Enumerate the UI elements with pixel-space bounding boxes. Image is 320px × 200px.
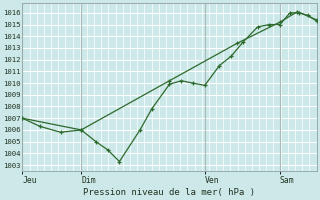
- X-axis label: Pression niveau de la mer( hPa ): Pression niveau de la mer( hPa ): [84, 188, 255, 197]
